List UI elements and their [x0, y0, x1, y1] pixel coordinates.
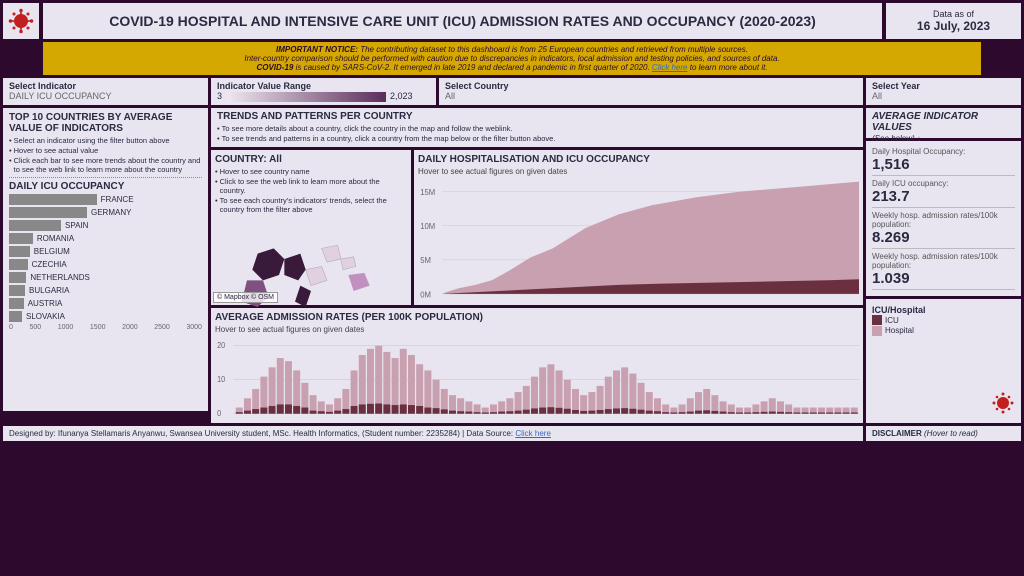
svg-text:10M: 10M: [420, 222, 435, 231]
kpi-panel: Daily Hospital Occupancy:1,516Daily ICU …: [866, 141, 1021, 296]
svg-text:5M: 5M: [420, 256, 431, 265]
notice-banner: IMPORTANT NOTICE: The contributing datas…: [43, 42, 981, 75]
bar-romania[interactable]: ROMANIA: [9, 233, 202, 244]
trends-header: TRENDS AND PATTERNS PER COUNTRY To see m…: [211, 108, 863, 147]
filter-range: Indicator Value Range 32,023: [211, 78, 436, 105]
filter-year[interactable]: Select Year All: [866, 78, 1021, 105]
virus-icon-small: [991, 391, 1015, 415]
bar-netherlands[interactable]: NETHERLANDS: [9, 272, 202, 283]
data-date: Data as of 16 July, 2023: [886, 3, 1021, 39]
bar-czechia[interactable]: CZECHIA: [9, 259, 202, 270]
disclaimer[interactable]: DISCLAIMER (Hover to read): [866, 426, 1021, 441]
bar-bulgaria[interactable]: BULGARIA: [9, 285, 202, 296]
svg-text:0: 0: [217, 408, 222, 418]
bar-belgium[interactable]: BELGIUM: [9, 246, 202, 257]
filter-indicator[interactable]: Select Indicator DAILY ICU OCCUPANCY: [3, 78, 208, 105]
map-panel[interactable]: COUNTRY: All Hover to see country nameCl…: [211, 150, 411, 305]
kpi-header: AVERAGE INDICATOR VALUES (See below) ↓: [866, 108, 1021, 138]
svg-text:0M: 0M: [420, 290, 431, 299]
notice-link[interactable]: Click here: [652, 63, 688, 72]
data-source-link[interactable]: Click here: [515, 429, 551, 438]
area-chart-panel[interactable]: DAILY HOSPITALISATION AND ICU OCCUPANCY …: [414, 150, 863, 305]
svg-text:20: 20: [217, 340, 226, 350]
virus-icon: [3, 3, 39, 39]
legend-panel: ICU/Hospital ICUHospital: [866, 299, 1021, 423]
bar-spain[interactable]: SPAIN: [9, 220, 202, 231]
footer-credit: Designed by: Ifunanya Stellamaris Anyanw…: [3, 426, 863, 441]
top10-panel: TOP 10 COUNTRIES BY AVERAGE VALUE OF IND…: [3, 108, 208, 411]
dashboard-title: COVID-19 HOSPITAL AND INTENSIVE CARE UNI…: [43, 3, 882, 39]
bar-austria[interactable]: AUSTRIA: [9, 298, 202, 309]
bar-germany[interactable]: GERMANY: [9, 207, 202, 218]
bar-france[interactable]: FRANCE: [9, 194, 202, 205]
filter-country[interactable]: Select Country All: [439, 78, 863, 105]
europe-map[interactable]: [215, 215, 407, 335]
svg-text:10: 10: [217, 374, 226, 384]
bar-slovakia[interactable]: SLOVAKIA: [9, 311, 202, 322]
svg-text:15M: 15M: [420, 188, 435, 197]
